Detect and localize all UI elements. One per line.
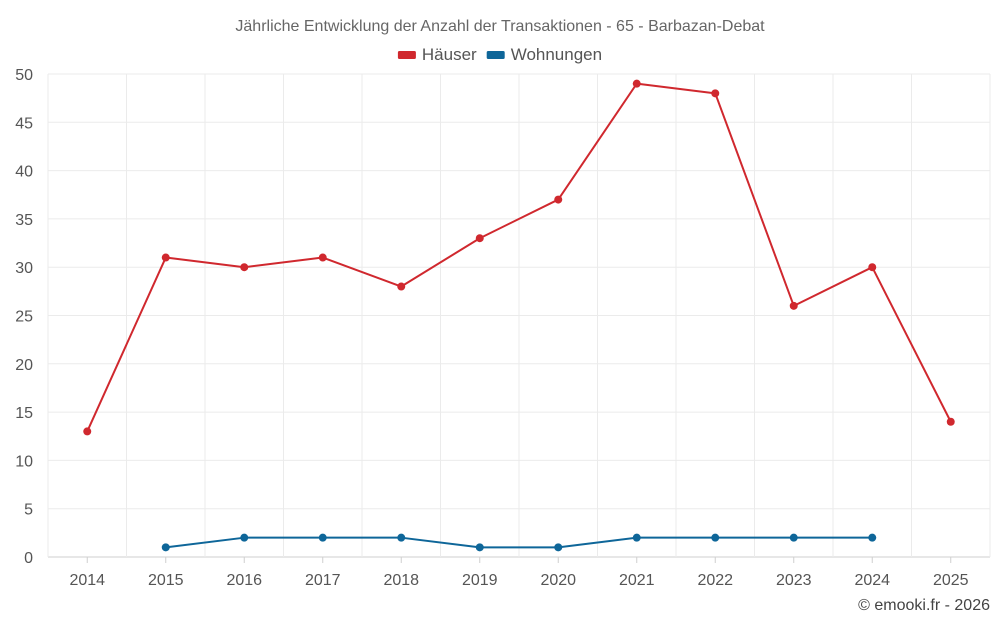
chart-title: Jährliche Entwicklung der Anzahl der Tra…: [235, 18, 765, 35]
x-tick-label: 2025: [933, 572, 969, 589]
series-0-point: [632, 79, 641, 88]
series-1-point: [397, 533, 406, 542]
y-tick-label: 40: [15, 164, 33, 181]
plot-area: [83, 79, 955, 552]
x-tick-label: 2023: [776, 572, 812, 589]
legend-label: Wohnungen: [511, 45, 602, 64]
series-0: [83, 79, 955, 436]
series-0-point: [161, 253, 170, 262]
y-tick-label: 35: [15, 212, 33, 229]
y-tick-label: 45: [15, 115, 33, 132]
x-tick-label: 2020: [540, 572, 576, 589]
y-tick-label: 30: [15, 260, 33, 277]
x-tick-label: 2018: [383, 572, 419, 589]
series-1-point: [632, 533, 641, 542]
series-1-point: [240, 533, 249, 542]
series-0-point: [946, 417, 955, 426]
x-tick-label: 2021: [619, 572, 655, 589]
x-tick-label: 2017: [305, 572, 341, 589]
series-1-point: [318, 533, 327, 542]
credit-text: © emooki.fr - 2026: [858, 597, 990, 614]
x-tick-label: 2015: [148, 572, 184, 589]
y-tick-label: 5: [24, 502, 33, 519]
series-0-point: [397, 282, 406, 291]
x-tick-label: 2024: [854, 572, 890, 589]
series-1-point: [868, 533, 877, 542]
series-1-line: [165, 536, 873, 549]
series-0-point: [240, 263, 249, 272]
grid: [47, 73, 991, 558]
series-1-point: [161, 543, 170, 552]
series-0-point: [789, 301, 798, 310]
series-1-point: [711, 533, 720, 542]
y-tick-label: 50: [15, 67, 33, 84]
y-tick-label: 20: [15, 357, 33, 374]
series-1-point: [475, 543, 484, 552]
legend-swatch: [397, 51, 416, 59]
series-0-point: [83, 427, 92, 436]
legend-swatch: [486, 51, 505, 59]
series-0-point: [554, 195, 563, 204]
legend: Häuser Wohnungen: [397, 45, 602, 64]
series-1: [161, 533, 877, 552]
y-tick-label: 10: [15, 453, 33, 470]
x-axis: 2014 2015 2016 2017 2018 2019 2020 2021 2022 2023…: [69, 557, 969, 589]
y-tick-label: 25: [15, 309, 33, 326]
y-tick-label: 15: [15, 405, 33, 422]
series-0-point: [868, 263, 877, 272]
series-1-point: [789, 533, 798, 542]
series-1-point: [554, 543, 563, 552]
legend-item: Häuser: [397, 45, 477, 64]
x-tick-label: 2014: [69, 572, 105, 589]
series-0-point: [318, 253, 327, 262]
legend-label: Häuser: [422, 45, 477, 64]
x-tick-label: 2019: [462, 572, 498, 589]
y-tick-label: 0: [24, 550, 33, 567]
legend-item: Wohnungen: [486, 45, 602, 64]
y-axis: 0 5 10 15 20 25 30 35 40 45 50: [15, 67, 33, 567]
series-0-point: [475, 234, 484, 243]
x-tick-label: 2022: [697, 572, 733, 589]
series-0-point: [711, 89, 720, 98]
series-0-line: [86, 82, 952, 432]
x-tick-label: 2016: [226, 572, 262, 589]
